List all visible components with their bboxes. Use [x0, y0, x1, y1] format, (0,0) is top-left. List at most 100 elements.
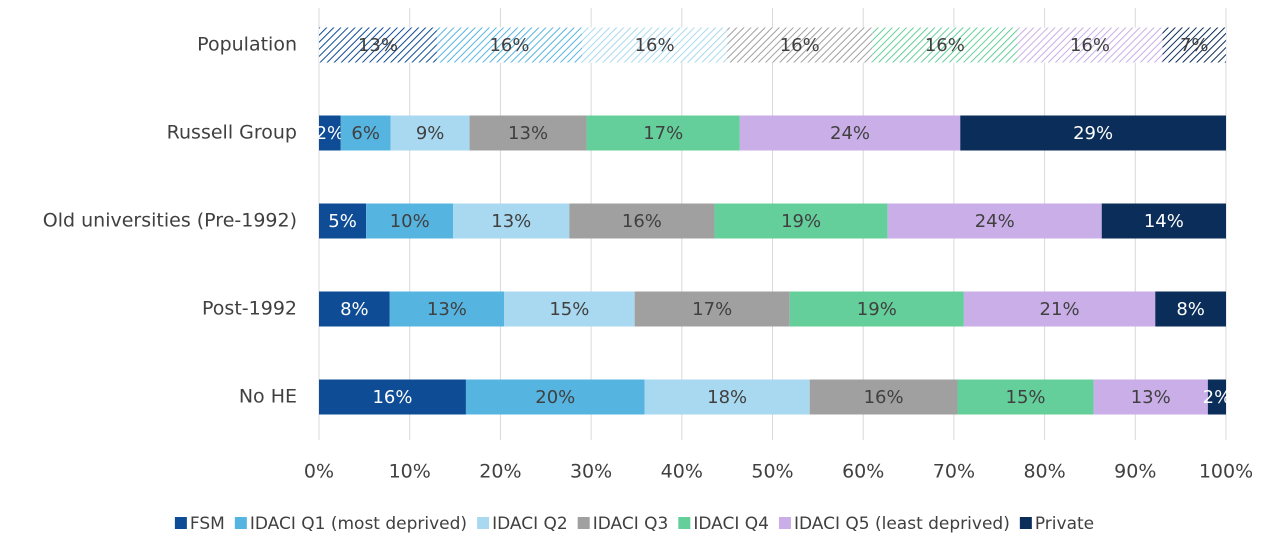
data-label: 8%: [340, 299, 369, 320]
bar-segment: [789, 291, 964, 327]
bar-segment: [436, 27, 583, 63]
bar-segment: [634, 291, 790, 327]
bar-segment: [465, 379, 645, 415]
data-label: 29%: [1073, 123, 1113, 144]
bar-segment: [960, 115, 1226, 151]
bar-segment: [809, 379, 958, 415]
legend-swatch: [577, 517, 590, 529]
bar-segment: [1093, 379, 1208, 415]
x-tick-label: 90%: [1114, 461, 1156, 483]
data-label: 10%: [390, 211, 430, 232]
data-label: 13%: [358, 35, 398, 56]
bar-segment: [957, 379, 1094, 415]
legend: FSM IDACI Q1 (most deprived) IDACI Q2 IDACI…: [174, 514, 1094, 534]
data-label: 20%: [535, 387, 575, 408]
legend-label: IDACI Q5 (least deprived): [794, 514, 1010, 534]
data-label: 13%: [491, 211, 531, 232]
legend-swatch: [174, 517, 187, 529]
bar-segment: [340, 115, 391, 151]
x-tick-label: 70%: [933, 461, 975, 483]
legend-swatch: [678, 517, 691, 529]
data-label: 6%: [351, 123, 380, 144]
data-label: 13%: [508, 123, 548, 144]
bar-segment: [586, 115, 740, 151]
x-tick-label: 40%: [661, 461, 703, 483]
data-label: 8%: [1176, 299, 1205, 320]
x-tick-label: 80%: [1023, 461, 1065, 483]
bar-segment: [319, 115, 341, 151]
bar-segment: [319, 291, 390, 327]
data-label: 19%: [857, 299, 897, 320]
data-label: 15%: [549, 299, 589, 320]
x-tick-label: 30%: [570, 461, 612, 483]
bar-segment: [569, 203, 715, 239]
data-label: 15%: [1006, 387, 1046, 408]
data-label: 16%: [780, 35, 820, 56]
bar-segment: [644, 379, 810, 415]
data-label: 9%: [416, 123, 445, 144]
legend-swatch: [477, 517, 490, 529]
bar-segment: [366, 203, 454, 239]
bar-segment: [872, 27, 1018, 63]
bar-segment: [727, 27, 873, 63]
data-label: 13%: [427, 299, 467, 320]
legend-swatch: [234, 517, 247, 529]
data-label: 16%: [372, 387, 412, 408]
legend-swatch: [778, 517, 791, 529]
legend-label: IDACI Q2: [492, 514, 568, 534]
bar-segment: [963, 291, 1156, 327]
data-label: 17%: [643, 123, 683, 144]
x-tick-label: 0%: [304, 461, 334, 483]
category-label: Russell Group: [167, 122, 297, 144]
legend-label: IDACI Q4: [693, 514, 769, 534]
data-label: 16%: [635, 35, 675, 56]
data-label: 14%: [1144, 211, 1184, 232]
data-label: 7%: [1180, 35, 1209, 56]
data-label: 13%: [1131, 387, 1171, 408]
data-label: 19%: [781, 211, 821, 232]
category-label: Old universities (Pre-1992): [43, 210, 297, 232]
x-tick-label: 100%: [1199, 461, 1253, 483]
bar-segment: [739, 115, 961, 151]
category-label: Population: [197, 34, 297, 56]
legend-swatch: [1019, 517, 1032, 529]
category-label: No HE: [239, 386, 297, 408]
data-label: 16%: [864, 387, 904, 408]
data-label: 16%: [489, 35, 529, 56]
legend-label: Private: [1035, 514, 1094, 534]
data-label: 17%: [692, 299, 732, 320]
data-label: 24%: [830, 123, 870, 144]
bar-segment: [1155, 291, 1226, 327]
data-label: 16%: [1070, 35, 1110, 56]
bar-segment: [1207, 379, 1226, 415]
bar-segment: [714, 203, 888, 239]
legend-label: IDACI Q1 (most deprived): [250, 514, 467, 534]
x-tick-label: 50%: [751, 461, 793, 483]
x-tick-label: 10%: [389, 461, 431, 483]
data-label: 16%: [925, 35, 965, 56]
bar-segment: [1162, 27, 1226, 63]
legend-label: FSM: [190, 514, 225, 534]
bar-segment: [582, 27, 728, 63]
x-tick-label: 20%: [479, 461, 521, 483]
x-tick-label: 60%: [842, 461, 884, 483]
bar-segment: [319, 379, 466, 415]
data-label: 16%: [622, 211, 662, 232]
bar-segment: [390, 115, 470, 151]
bar-segment: [1017, 27, 1163, 63]
bar-segment: [453, 203, 570, 239]
data-label: 18%: [707, 387, 747, 408]
bar-segment: [319, 27, 437, 63]
bar-segment: [389, 291, 505, 327]
data-label: 21%: [1040, 299, 1080, 320]
bar-segment: [504, 291, 635, 327]
bar-segment: [887, 203, 1102, 239]
bar-segment: [1101, 203, 1226, 239]
data-label: 5%: [328, 211, 357, 232]
bar-segment: [319, 203, 367, 239]
data-label: 2%: [316, 123, 345, 144]
bar-segment: [469, 115, 587, 151]
category-label: Post-1992: [202, 298, 297, 320]
data-label: 2%: [1203, 387, 1232, 408]
